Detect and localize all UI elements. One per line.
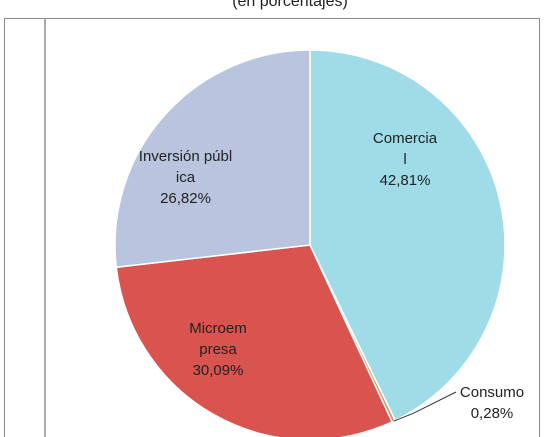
data-label: Microempresa 30,09% — [186, 318, 250, 381]
label-value: 30,09% — [192, 362, 244, 379]
pie-slice — [114, 49, 311, 269]
pie-slice — [309, 49, 506, 422]
data-label: Comercial 42,81% — [372, 128, 438, 191]
pie-slice — [115, 244, 394, 437]
label-name: Inversión pública — [138, 148, 233, 186]
label-value: 0,28% — [470, 405, 514, 422]
label-value: 42,81% — [379, 172, 431, 189]
chart-subtitle: (en porcentajes) — [232, 0, 348, 10]
label-name: Consumo — [459, 384, 525, 401]
label-name: Microempresa — [189, 320, 247, 358]
label-name: Comercial — [372, 130, 438, 168]
data-label: Consumo 0,28% — [452, 382, 532, 424]
frame — [4, 18, 540, 437]
leader-line — [393, 391, 457, 422]
label-value: 26,82% — [160, 190, 211, 207]
data-label: Inversión pública 26,82% — [138, 146, 233, 209]
